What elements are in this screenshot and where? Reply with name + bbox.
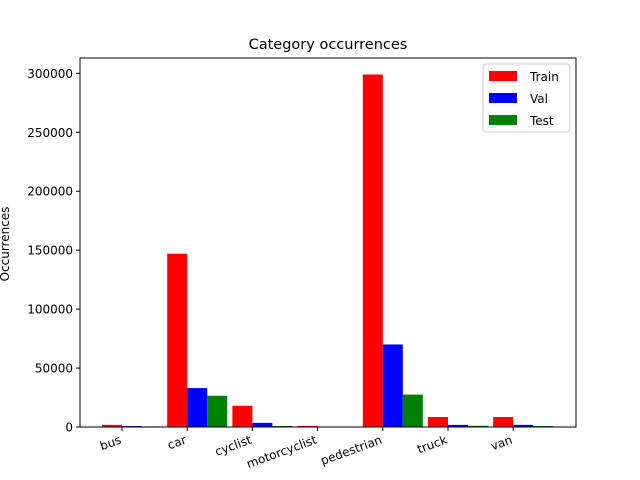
x-tick-label: motorcyclist <box>245 433 319 471</box>
y-tick-label: 0 <box>65 421 73 435</box>
chart-title: Category occurrences <box>249 37 408 53</box>
x-tick-label: bus <box>98 433 123 454</box>
legend-label-val: Val <box>530 92 548 106</box>
x-tick-label: cyclist <box>213 433 254 459</box>
bar-train-motorcyclist <box>297 425 318 427</box>
bar-train-bus <box>102 424 122 427</box>
legend-label-test: Test <box>529 114 554 128</box>
y-tick-label: 150000 <box>27 244 73 258</box>
plot-frame <box>79 57 577 428</box>
legend-swatch-test <box>489 115 517 125</box>
bar-val-pedestrian <box>382 344 403 427</box>
y-tick-label: 50000 <box>35 362 73 376</box>
y-tick-label: 100000 <box>27 303 73 317</box>
bar-val-van <box>513 424 534 427</box>
legend-label-train: Train <box>529 70 559 84</box>
legend-swatch-val <box>489 93 517 103</box>
bar-val-car <box>187 388 208 427</box>
legend-swatch-train <box>489 71 517 81</box>
y-tick-label: 250000 <box>27 126 73 140</box>
bar-train-cyclist <box>232 405 253 427</box>
bar-val-cyclist <box>252 422 273 427</box>
legend: Train Val Test <box>482 63 571 133</box>
y-axis-label: Occurrences <box>0 207 12 282</box>
bar-test-truck <box>468 425 488 427</box>
bar-test-pedestrian <box>402 394 423 427</box>
x-tick-label: pedestrian <box>319 433 384 468</box>
bar-test-car <box>207 395 228 427</box>
y-tick-label: 200000 <box>27 185 73 199</box>
bar-train-car <box>167 253 188 427</box>
y-tick-label: 300000 <box>27 67 73 81</box>
x-tick-label: car <box>166 433 189 453</box>
bar-train-van <box>493 416 514 427</box>
bar-test-cyclist <box>272 425 293 427</box>
x-tick-label: truck <box>415 433 449 457</box>
x-tick-label: van <box>489 433 515 454</box>
bar-val-truck <box>448 424 468 427</box>
bar-train-truck <box>428 416 448 427</box>
bar-train-pedestrian <box>362 74 383 427</box>
bars-layer <box>102 74 554 427</box>
